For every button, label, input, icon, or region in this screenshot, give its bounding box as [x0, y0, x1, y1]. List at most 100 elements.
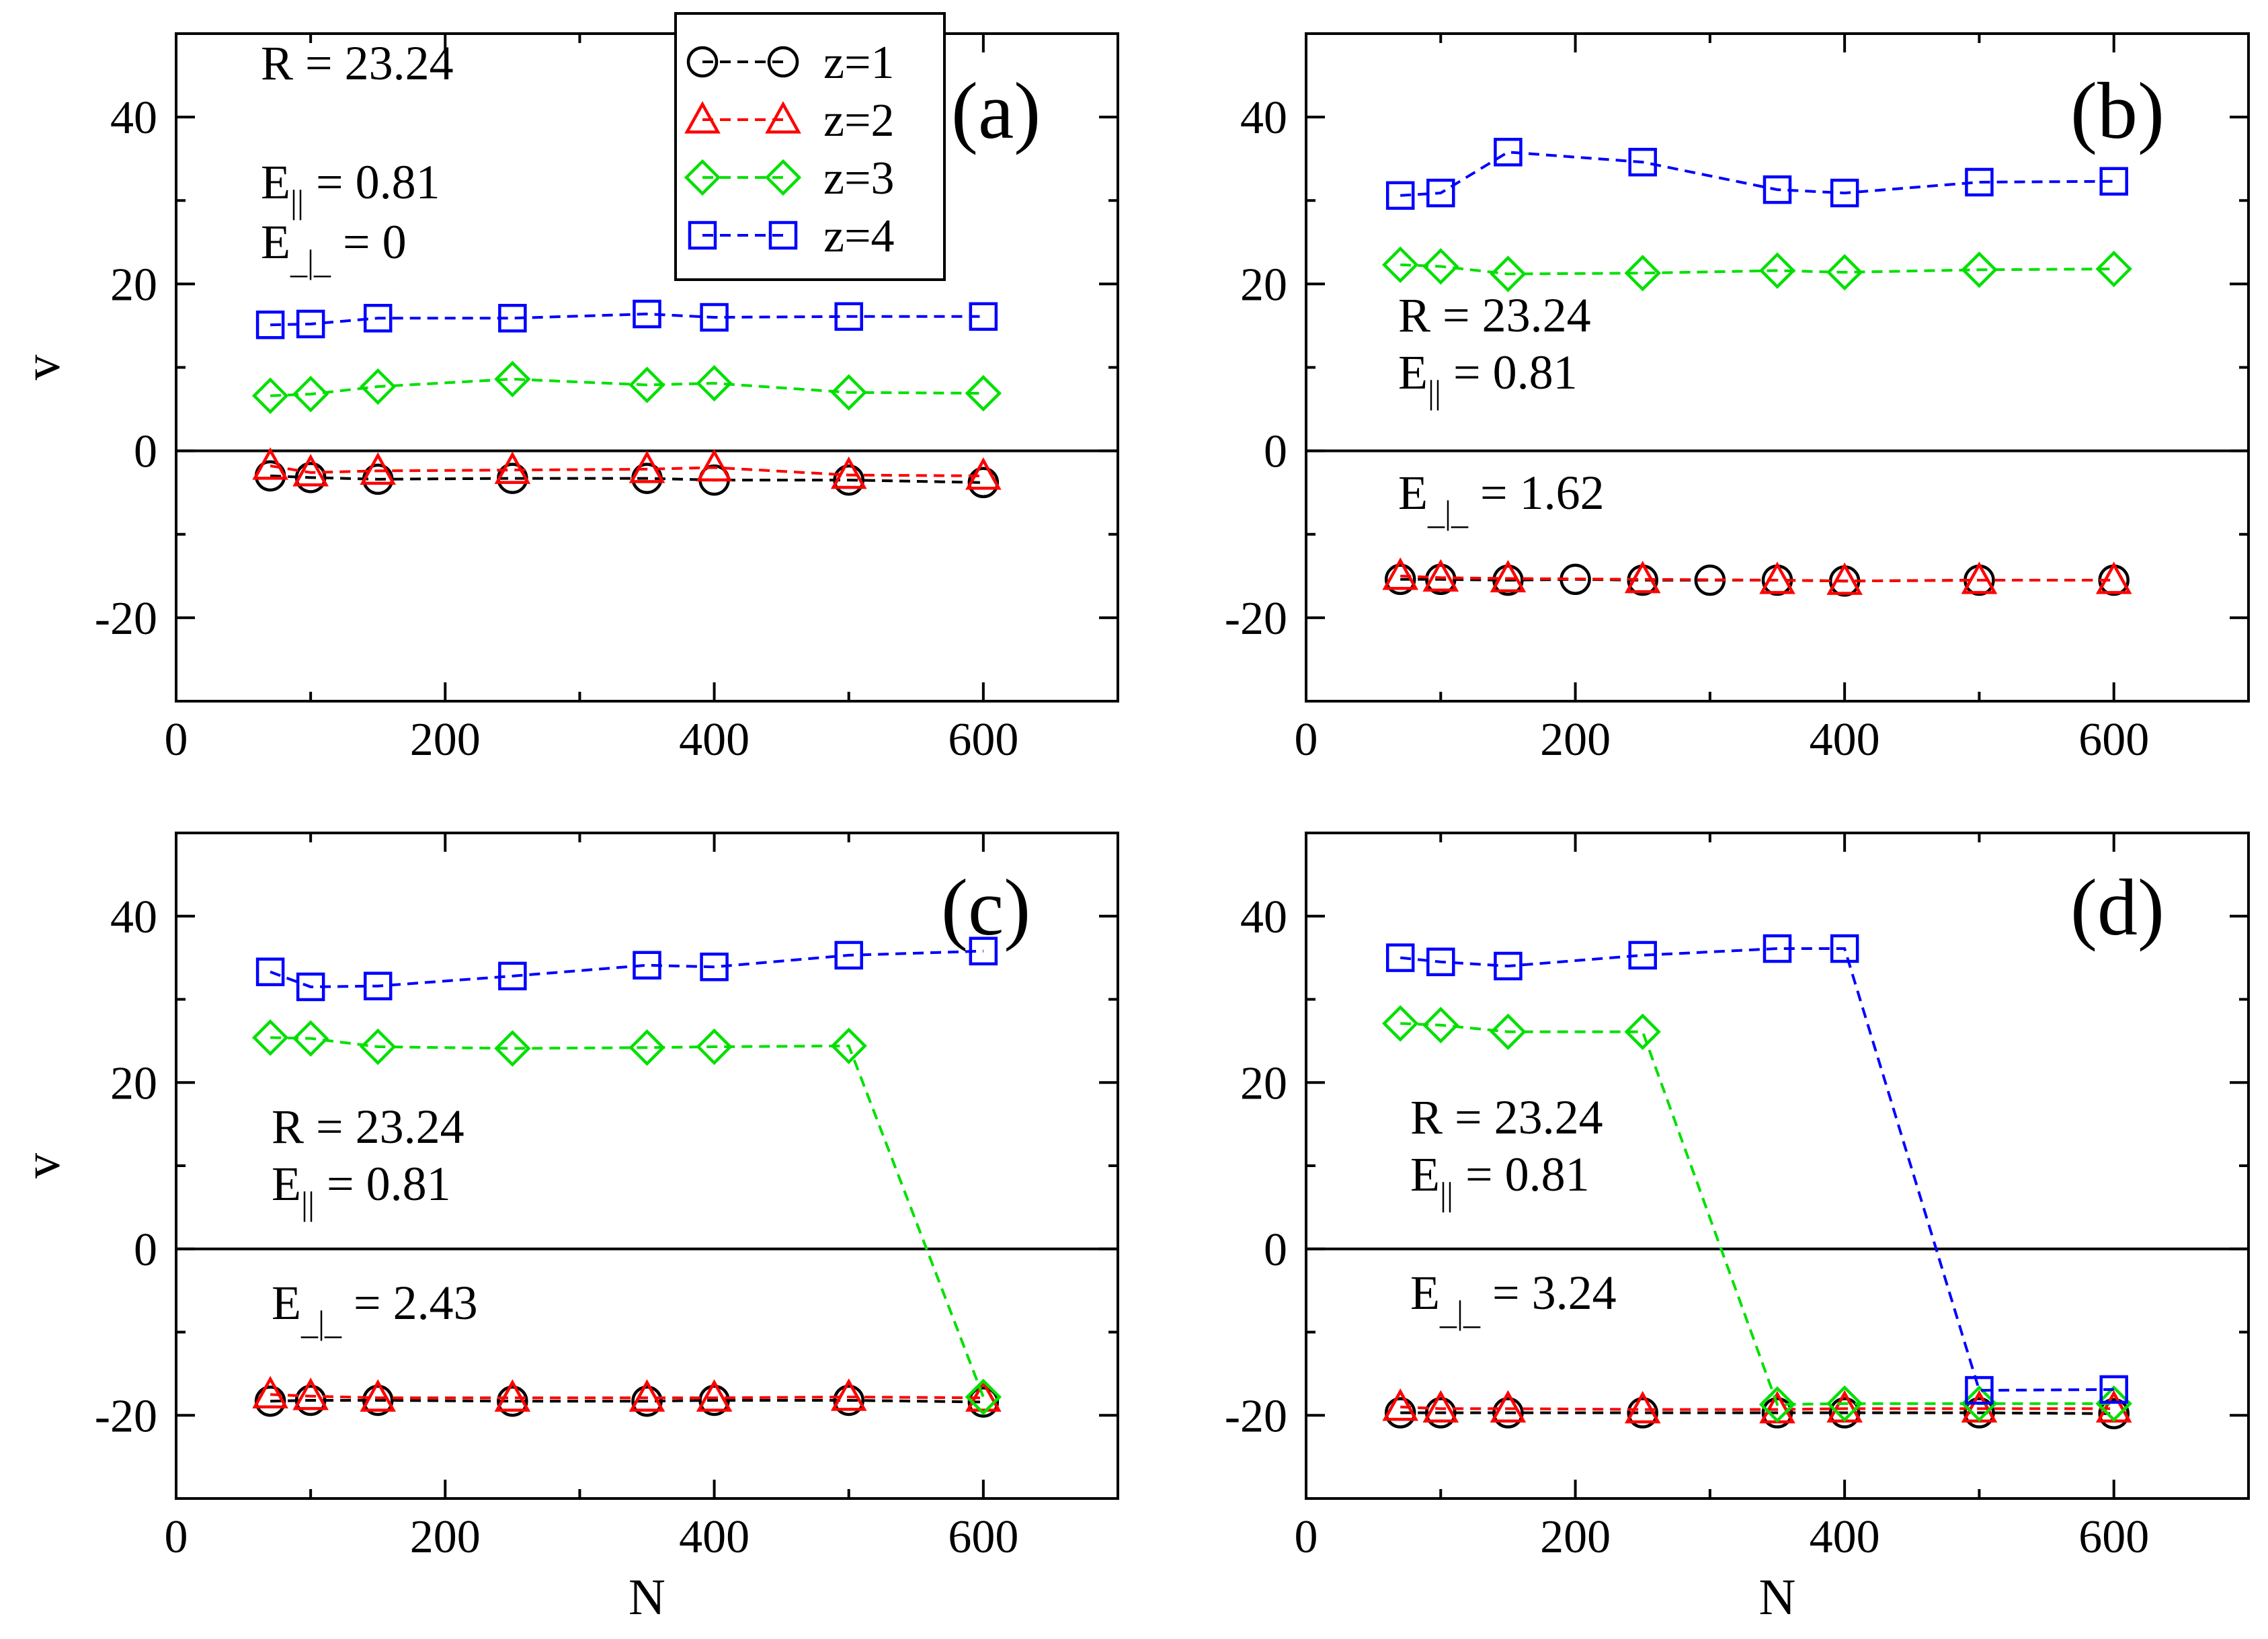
annotation-e-perpendicular: E_|_ = 3.24: [1410, 1266, 1617, 1331]
data-point: [629, 1379, 665, 1412]
data-point: [363, 971, 393, 1000]
annotation-e-parallel-subscript: ||: [290, 183, 304, 221]
annotation-r: R = 23.24: [272, 1100, 464, 1154]
annotation-e-parallel: E|| = 0.81: [1398, 346, 1578, 411]
data-point: [1624, 1390, 1661, 1424]
annotation-e-parallel-symbol: E: [1410, 1148, 1440, 1201]
data-point: [1961, 251, 1998, 288]
x-tick-label: 200: [1540, 714, 1611, 766]
series-z3: [1382, 246, 2132, 292]
series-z1: [254, 1384, 1000, 1418]
data-point: [696, 1379, 733, 1412]
y-tick-label: 40: [110, 891, 157, 943]
data-point: [965, 374, 1002, 412]
annotation-e-perpendicular: E_|_ = 0: [261, 215, 407, 280]
legend-label: z=2: [823, 95, 895, 147]
x-tick-label: 600: [2078, 1511, 2149, 1563]
legend-label: z=1: [823, 37, 895, 89]
y-tick-label: 0: [1264, 1224, 1287, 1276]
y-tick-label: -20: [1225, 1390, 1287, 1442]
data-point: [696, 364, 733, 402]
data-point: [1490, 1390, 1527, 1423]
data-point: [255, 310, 285, 339]
data-point: [1627, 1397, 1658, 1429]
y-tick-label: 40: [1240, 92, 1287, 144]
series-z3: [251, 1019, 1002, 1416]
y-tick-label: 0: [134, 426, 157, 478]
legend-label: z=3: [823, 153, 895, 204]
data-point: [1830, 934, 1859, 963]
data-point: [1826, 562, 1863, 595]
legend-entry: z=2: [684, 95, 895, 147]
annotation-e-parallel-subscript: ||: [301, 1185, 315, 1222]
annotation-e-perpendicular-symbol: E: [261, 215, 290, 269]
data-point: [830, 1027, 867, 1064]
data-point: [251, 377, 289, 414]
data-point: [494, 1030, 531, 1067]
data-point: [1422, 1390, 1459, 1423]
data-point: [292, 1377, 329, 1410]
data-point: [629, 450, 665, 483]
legend-marker: [764, 159, 802, 196]
annotation-r: R = 23.24: [261, 36, 454, 90]
data-point: [254, 1385, 286, 1417]
series-line: [270, 949, 983, 988]
annotation-e-parallel-subscript: ||: [1428, 373, 1441, 411]
data-point: [633, 299, 661, 329]
legend: z=1 z=2 z=3 z=4: [674, 12, 946, 281]
data-point: [255, 957, 285, 986]
data-point: [1422, 559, 1459, 592]
data-point: [2098, 1398, 2130, 1430]
annotation-e-perpendicular-value: = 3.24: [1480, 1266, 1617, 1320]
data-point: [360, 368, 397, 405]
legend-marker: [686, 46, 719, 78]
data-point: [1830, 178, 1859, 208]
series-z4: [1385, 138, 2128, 210]
data-point: [1382, 1388, 1419, 1421]
annotation-e-parallel-value: = 0.81: [315, 1157, 451, 1211]
data-point: [363, 304, 393, 333]
series-line: [1400, 947, 2114, 1392]
data-point: [1624, 255, 1661, 292]
annotation-e-parallel: E|| = 0.81: [272, 1157, 451, 1222]
data-point: [1758, 1386, 1796, 1423]
annotation-e-perpendicular-subscript: _|_: [290, 243, 331, 280]
data-point: [1382, 1005, 1419, 1042]
annotation-e-perpendicular: E_|_ = 2.43: [272, 1276, 478, 1341]
data-point: [292, 376, 329, 413]
x-tick-label: 0: [165, 714, 188, 766]
annotation-e-perpendicular-value: = 2.43: [341, 1276, 478, 1330]
x-tick-label: 400: [679, 1511, 750, 1563]
legend-label: z=4: [823, 210, 895, 262]
x-tick-label: 200: [410, 1511, 481, 1563]
y-axis-label: v: [14, 1153, 71, 1178]
x-tick-label: 0: [1295, 714, 1318, 766]
data-point: [494, 451, 531, 484]
data-point: [629, 1029, 665, 1066]
annotation-e-parallel-symbol: E: [1398, 346, 1428, 399]
data-point: [1759, 561, 1795, 594]
y-axis-label: v: [14, 355, 71, 381]
legend-marker: [684, 101, 721, 134]
data-point: [698, 1384, 730, 1416]
data-point: [965, 457, 1002, 490]
data-point: [494, 1379, 531, 1412]
annotation-e-perpendicular-subscript: _|_: [300, 1304, 342, 1341]
data-point: [2095, 561, 2132, 594]
data-point: [696, 1028, 733, 1066]
y-tick-label: -20: [95, 1390, 157, 1442]
data-point: [1961, 561, 1998, 594]
data-point: [494, 360, 531, 398]
x-tick-label: 600: [948, 714, 1018, 766]
legend-marker: [765, 101, 801, 134]
data-point: [1826, 1385, 1863, 1423]
legend-entry: z=1: [686, 37, 895, 89]
data-point: [2095, 250, 2132, 288]
data-point: [294, 462, 327, 493]
data-point: [360, 452, 397, 485]
data-point: [1763, 934, 1792, 963]
data-point: [1492, 1397, 1524, 1429]
data-point: [296, 972, 325, 1002]
data-point: [967, 1386, 1000, 1418]
